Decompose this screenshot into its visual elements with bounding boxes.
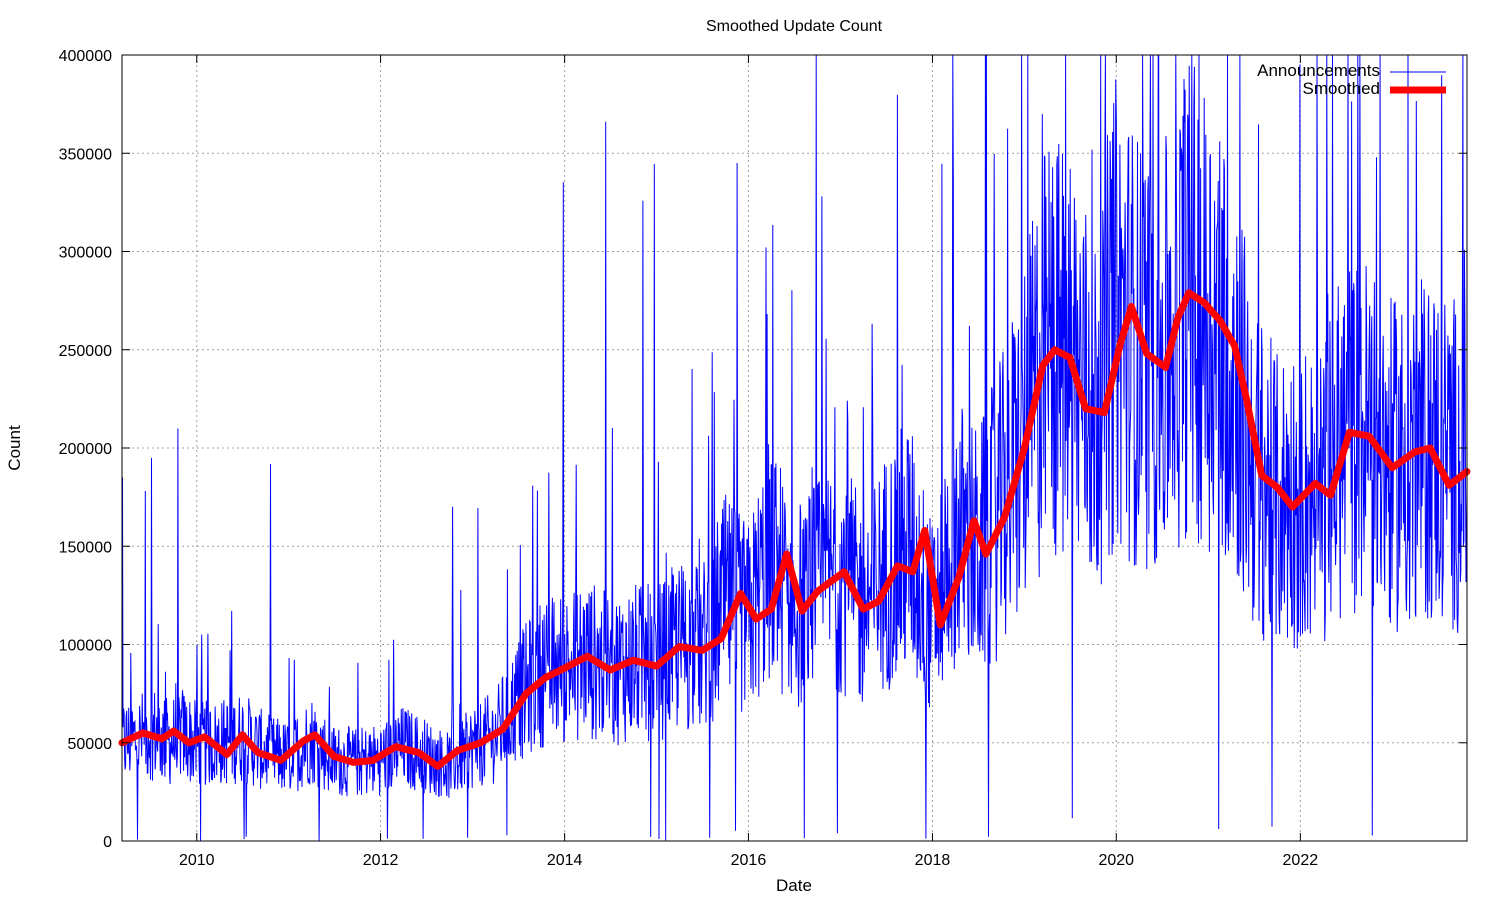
- series-line-smoothed: [118, 289, 1471, 770]
- legend-label-announcements: Announcements: [1257, 61, 1380, 80]
- x-tick-label: 2018: [915, 852, 951, 869]
- x-tick-label: 2020: [1098, 852, 1134, 869]
- y-tick-label: 0: [103, 834, 112, 851]
- x-tick-label: 2022: [1283, 852, 1319, 869]
- x-tick-label: 2010: [179, 852, 215, 869]
- x-tick-label: 2016: [731, 852, 767, 869]
- y-tick-label: 300000: [59, 245, 112, 262]
- x-axis-title: Date: [776, 876, 812, 895]
- y-tick-label: 350000: [59, 146, 112, 163]
- y-tick-label: 200000: [59, 441, 112, 458]
- y-tick-label: 100000: [59, 638, 112, 655]
- axis-ticks: 0 50000 100000 150000 200000 250000 300000 3500…: [59, 48, 1467, 869]
- legend-label-smoothed: Smoothed: [1303, 79, 1381, 98]
- y-tick-label: 250000: [59, 343, 112, 360]
- legend: Announcements Smoothed: [1257, 61, 1446, 98]
- y-tick-label: 50000: [68, 736, 113, 753]
- chart-title: Smoothed Update Count: [706, 18, 883, 35]
- x-tick-label: 2012: [363, 852, 399, 869]
- y-axis-title: Count: [5, 425, 24, 471]
- x-tick-label: 2014: [547, 852, 583, 869]
- y-tick-label: 400000: [59, 48, 112, 65]
- series-layer: [118, 54, 1471, 841]
- y-tick-label: 150000: [59, 539, 112, 556]
